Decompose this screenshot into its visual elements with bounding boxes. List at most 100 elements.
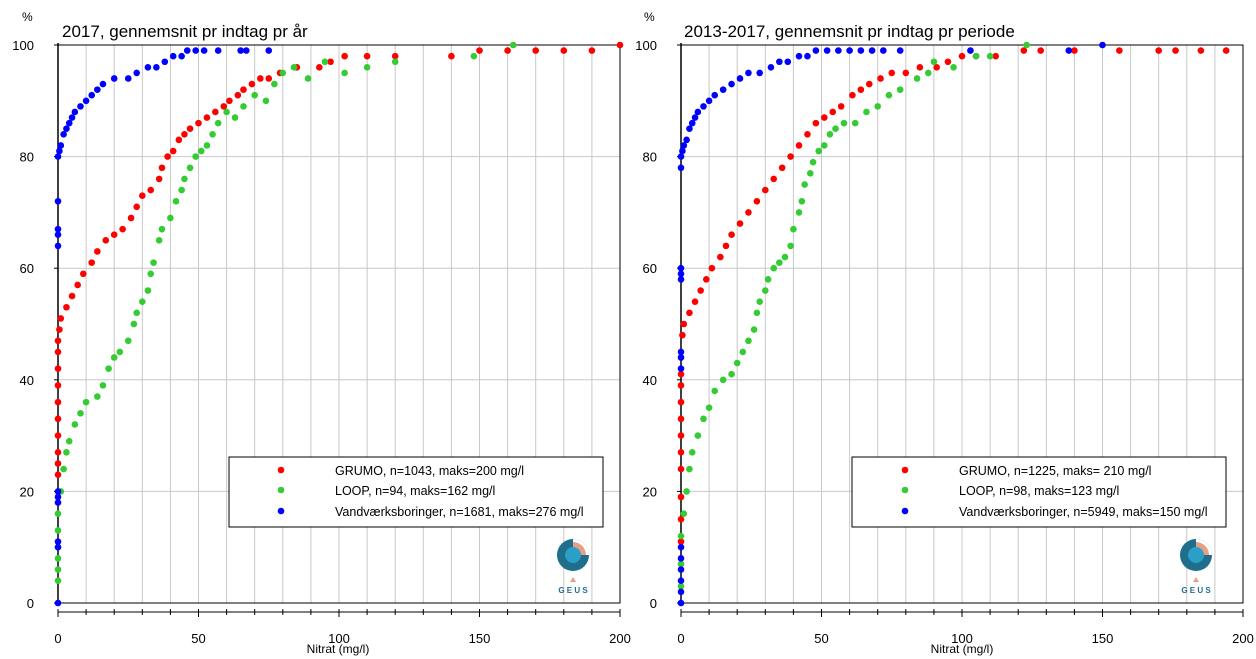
data-point: [756, 69, 763, 77]
data-point: [728, 231, 735, 239]
data-point: [736, 220, 744, 227]
legend-marker-vandvaerk: [277, 507, 285, 515]
legend: GRUMO, n=1043, maks=200 mg/l LOOP, n=94,…: [228, 456, 604, 528]
data-point: [178, 52, 185, 60]
data-point: [821, 142, 828, 149]
data-point: [784, 58, 792, 66]
data-point: [341, 69, 348, 77]
data-point: [71, 421, 79, 428]
data-point: [1099, 41, 1106, 49]
data-point: [251, 91, 258, 99]
data-point: [795, 209, 803, 216]
data-point: [279, 69, 287, 77]
data-point: [677, 415, 685, 423]
data-point: [65, 119, 73, 127]
data-point: [885, 91, 893, 99]
data-point: [127, 214, 135, 222]
data-point: [767, 64, 775, 71]
data-point: [711, 387, 719, 395]
data-point: [677, 354, 685, 361]
y-axis-unit-label: %: [22, 10, 33, 24]
data-point: [851, 119, 859, 127]
data-point: [54, 566, 62, 573]
data-point: [321, 58, 329, 66]
data-point: [691, 114, 699, 121]
data-point: [214, 119, 222, 127]
data-point: [304, 75, 312, 82]
y-tick-label: 100: [635, 38, 657, 53]
legend-label-loop: LOOP, n=94, maks=162 mg/l: [335, 484, 495, 498]
data-point: [54, 225, 62, 233]
x-tick-label: 50: [814, 631, 828, 646]
data-point: [880, 47, 887, 54]
data-point: [214, 47, 222, 54]
data-point: [57, 142, 65, 149]
data-point: [832, 125, 839, 132]
x-tick-label: 150: [469, 631, 491, 646]
data-point: [888, 69, 896, 77]
data-point: [804, 130, 811, 138]
data-point: [1197, 47, 1205, 54]
data-point: [220, 103, 228, 110]
data-point: [798, 197, 806, 205]
data-point: [79, 270, 87, 278]
data-point: [753, 197, 761, 205]
data-point: [226, 97, 233, 105]
data-point: [809, 158, 817, 166]
x-tick-label: 100: [328, 631, 350, 646]
data-point: [944, 58, 952, 66]
data-point: [804, 52, 811, 60]
data-point: [63, 125, 70, 132]
data-point: [616, 41, 624, 49]
data-point: [144, 287, 152, 294]
data-point: [972, 52, 980, 60]
geus-logo-text: G E U S: [1181, 586, 1211, 595]
data-point: [186, 125, 194, 132]
x-tick-label: 50: [191, 631, 205, 646]
data-point: [677, 370, 685, 378]
data-point: [203, 142, 211, 149]
data-point: [110, 231, 118, 239]
data-point: [102, 237, 110, 244]
series-2: [677, 41, 1106, 607]
data-point: [1155, 47, 1162, 54]
data-point: [248, 80, 256, 88]
data-point: [94, 393, 101, 400]
y-tick-label: 60: [643, 261, 657, 276]
data-point: [677, 555, 685, 562]
data-point: [116, 348, 124, 356]
data-point: [874, 103, 881, 110]
data-point: [54, 153, 62, 160]
data-point: [54, 543, 62, 551]
data-point: [750, 326, 758, 333]
data-point: [683, 488, 690, 495]
data-point: [231, 114, 239, 121]
data-point: [840, 119, 848, 127]
data-point: [158, 225, 166, 233]
data-point: [139, 192, 146, 199]
data-point: [762, 287, 769, 294]
data-point: [896, 47, 904, 54]
data-point: [677, 543, 685, 551]
data-point: [167, 214, 174, 222]
data-point: [54, 337, 62, 345]
data-point: [719, 86, 727, 93]
data-point: [958, 52, 966, 60]
data-point: [82, 97, 90, 105]
data-point: [54, 493, 62, 501]
data-point: [697, 287, 704, 294]
data-point: [54, 382, 62, 389]
data-point: [790, 225, 797, 233]
data-point: [679, 331, 686, 339]
data-point: [240, 103, 247, 110]
data-point: [71, 108, 79, 116]
data-point: [175, 136, 183, 144]
data-point: [736, 75, 744, 82]
data-point: [812, 119, 820, 127]
data-point: [363, 52, 371, 60]
y-axis-unit-label: %: [644, 10, 655, 24]
data-point: [158, 164, 166, 172]
data-point: [234, 91, 242, 99]
data-point: [54, 432, 62, 439]
data-point: [54, 471, 62, 478]
